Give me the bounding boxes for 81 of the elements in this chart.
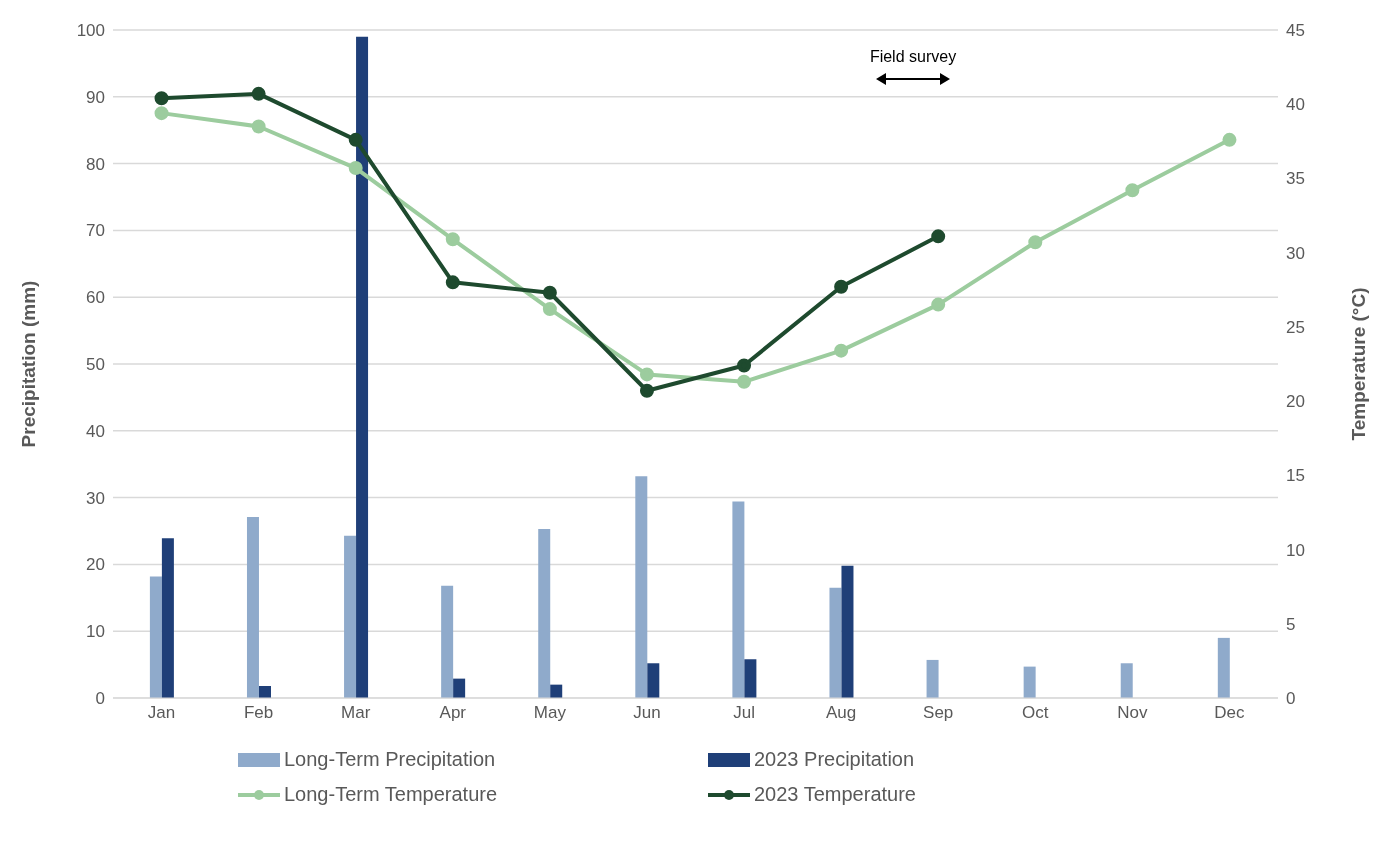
point xyxy=(542,285,557,300)
point xyxy=(639,383,654,398)
point xyxy=(931,297,946,312)
legend-label: 2023 Temperature xyxy=(754,783,916,806)
y2-tick-label: 15 xyxy=(1286,466,1305,486)
y2-tick-label: 0 xyxy=(1286,689,1296,709)
point xyxy=(542,302,557,317)
point xyxy=(834,279,849,294)
legend-label: 2023 Precipitation xyxy=(754,748,915,771)
bar xyxy=(356,36,369,698)
point xyxy=(1222,132,1237,147)
x-tick-label: Jul xyxy=(733,703,755,723)
y-tick-label: 100 xyxy=(76,21,105,41)
y-tick-label: 50 xyxy=(86,355,105,375)
x-tick-label: Oct xyxy=(1022,703,1049,723)
point xyxy=(154,91,169,106)
x-tick-label: Sep xyxy=(923,703,954,723)
point xyxy=(1125,183,1140,198)
bar xyxy=(829,587,842,698)
point xyxy=(737,358,752,373)
point xyxy=(639,367,654,382)
point xyxy=(834,343,849,358)
point xyxy=(251,86,266,101)
point xyxy=(348,132,363,147)
bar xyxy=(1023,666,1036,698)
y2-tick-label: 5 xyxy=(1286,614,1296,634)
point xyxy=(737,374,752,389)
x-tick-label: Nov xyxy=(1117,703,1148,723)
y2-tick-label: 35 xyxy=(1286,169,1305,189)
bar xyxy=(926,659,939,698)
bar xyxy=(647,663,660,698)
y-tick-label: 70 xyxy=(86,221,105,241)
y2-axis-title: Temperature (°C) xyxy=(1347,287,1369,441)
bar xyxy=(841,565,854,698)
bar xyxy=(635,476,648,698)
y-tick-label: 90 xyxy=(86,87,105,107)
point xyxy=(931,229,946,244)
y2-tick-label: 25 xyxy=(1286,317,1305,337)
y2-tick-label: 30 xyxy=(1286,243,1305,263)
bar xyxy=(1217,637,1230,698)
x-tick-label: Jan xyxy=(147,703,176,723)
y2-tick-label: 20 xyxy=(1286,392,1305,412)
y-tick-label: 60 xyxy=(86,288,105,308)
bar xyxy=(1120,663,1133,698)
y2-tick-label: 45 xyxy=(1286,21,1305,41)
x-tick-label: Mar xyxy=(341,703,371,723)
x-tick-label: Aug xyxy=(826,703,857,723)
x-tick-label: Feb xyxy=(243,703,274,723)
bar xyxy=(453,678,466,698)
point xyxy=(445,275,460,290)
point xyxy=(1028,235,1043,250)
x-tick-label: Apr xyxy=(439,703,467,723)
y-axis-title: Precipitation (mm) xyxy=(17,280,39,448)
bar xyxy=(344,535,357,698)
bar xyxy=(538,529,551,698)
y-tick-label: 80 xyxy=(86,154,105,174)
y-tick-label: 10 xyxy=(86,622,105,642)
y-tick-label: 0 xyxy=(95,689,105,709)
x-tick-label: Dec xyxy=(1214,703,1246,723)
y2-tick-label: 40 xyxy=(1286,95,1305,115)
legend-label: Long-Term Temperature xyxy=(284,783,498,806)
y-tick-label: 40 xyxy=(86,421,105,441)
point xyxy=(251,119,266,134)
bar xyxy=(732,501,745,698)
point xyxy=(154,106,169,121)
point xyxy=(445,232,460,247)
bar xyxy=(550,684,563,698)
x-tick-label: Jun xyxy=(633,703,661,723)
bar xyxy=(246,516,259,698)
y2-tick-label: 10 xyxy=(1286,540,1305,560)
bar xyxy=(258,685,271,698)
annotation: Field survey xyxy=(868,48,958,66)
bar xyxy=(161,538,174,698)
bar xyxy=(149,576,162,698)
legend-label: Long-Term Precipitation xyxy=(284,748,496,771)
bar xyxy=(441,585,454,698)
x-tick-label: May xyxy=(533,703,567,723)
y-tick-label: 20 xyxy=(86,555,105,575)
point xyxy=(348,161,363,176)
bar xyxy=(744,659,757,698)
y-tick-label: 30 xyxy=(86,488,105,508)
